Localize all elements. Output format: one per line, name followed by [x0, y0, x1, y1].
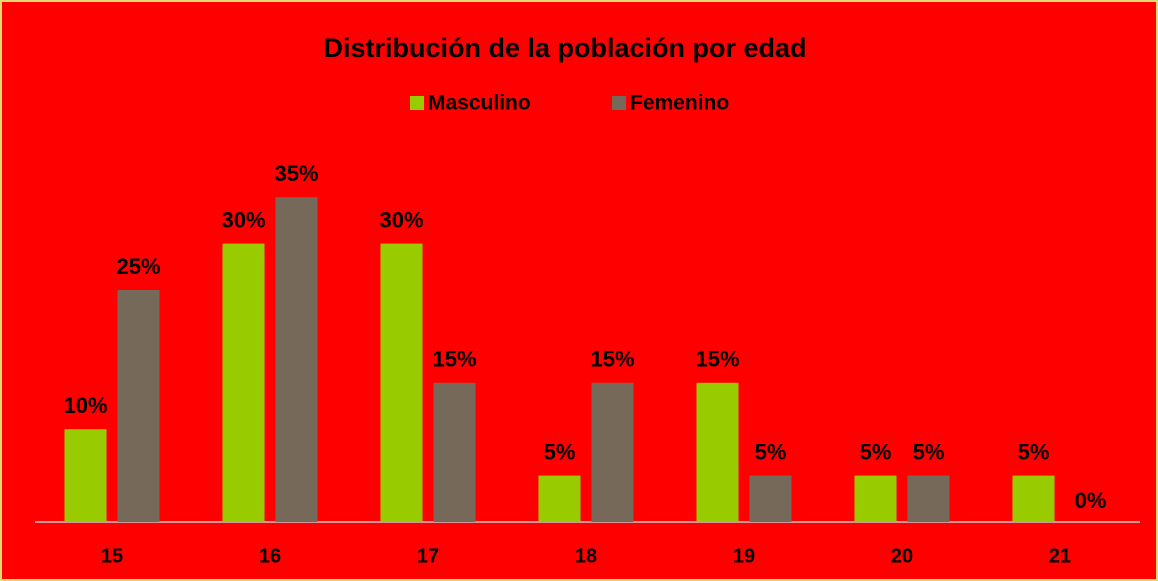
bar	[380, 243, 423, 522]
legend-label: Femenino	[630, 92, 729, 115]
bar	[538, 475, 581, 522]
x-tick-label: 21	[1049, 545, 1071, 567]
data-label: 10%	[63, 393, 107, 418]
data-label: 5%	[755, 439, 787, 464]
bar	[1012, 475, 1055, 522]
data-label: 15%	[590, 347, 634, 372]
data-label: 5%	[1018, 439, 1050, 464]
bar	[696, 382, 739, 522]
data-label: 5%	[860, 439, 892, 464]
x-tick-label: 20	[891, 545, 913, 567]
bar	[117, 290, 160, 522]
x-tick-label: 19	[733, 545, 755, 567]
bar	[591, 382, 634, 522]
chart-title: Distribución de la población por edad	[323, 33, 806, 63]
data-label: 0%	[1075, 488, 1107, 513]
bar	[907, 475, 950, 522]
x-tick-label: 16	[259, 545, 281, 567]
bar	[64, 429, 107, 522]
bar	[749, 475, 792, 522]
bar	[854, 475, 897, 522]
data-label: 15%	[695, 347, 739, 372]
x-tick-label: 17	[417, 545, 439, 567]
bar	[275, 197, 318, 522]
legend-swatch	[410, 96, 424, 110]
data-label: 15%	[432, 347, 476, 372]
data-label: 30%	[379, 207, 423, 232]
data-label: 30%	[221, 207, 265, 232]
data-label: 5%	[544, 439, 576, 464]
data-label: 25%	[116, 254, 160, 279]
legend-label: Masculino	[428, 92, 531, 115]
x-tick-label: 18	[575, 545, 597, 567]
x-tick-label: 15	[101, 545, 123, 567]
data-label: 5%	[913, 439, 945, 464]
bar	[222, 243, 265, 522]
bar	[433, 382, 476, 522]
data-label: 35%	[274, 161, 318, 186]
legend-swatch	[612, 96, 626, 110]
